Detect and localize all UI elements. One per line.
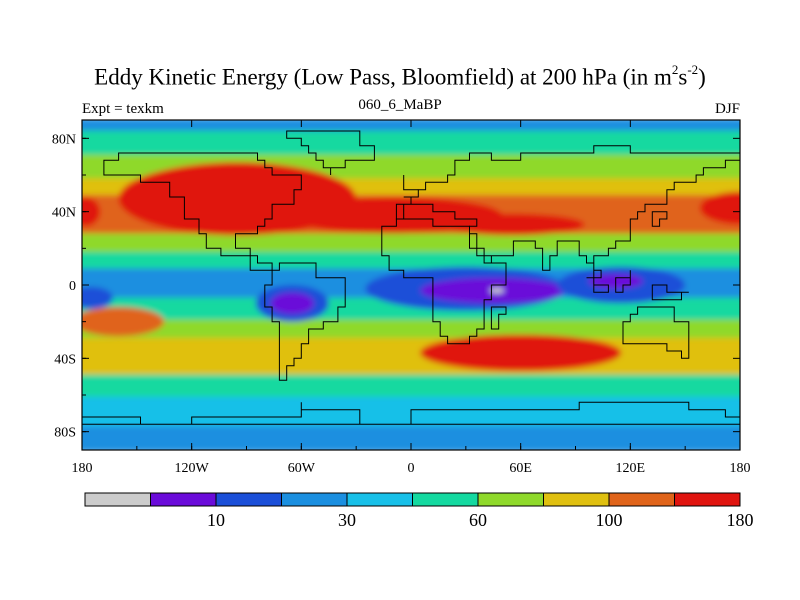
coastline bbox=[395, 145, 740, 279]
chart-title-mid: s bbox=[678, 64, 688, 90]
coastline bbox=[82, 401, 740, 425]
colorbar-swatch bbox=[543, 492, 610, 507]
coastline bbox=[651, 211, 668, 227]
coastline bbox=[615, 270, 631, 293]
field-band bbox=[82, 319, 740, 342]
field-band bbox=[82, 374, 740, 401]
field-layer bbox=[82, 120, 740, 450]
colorbar-label: 10 bbox=[207, 510, 225, 530]
field-patch bbox=[270, 292, 315, 315]
colorbar-label: 180 bbox=[727, 510, 754, 530]
contour-field bbox=[82, 120, 740, 450]
colorbar-label: 30 bbox=[338, 510, 356, 530]
field-band bbox=[82, 233, 740, 256]
field-band bbox=[82, 251, 740, 273]
coastline bbox=[651, 284, 689, 301]
chart-title-main: Eddy Kinetic Energy (Low Pass, Bloomfiel… bbox=[94, 64, 672, 90]
colorbar-swatch bbox=[215, 492, 282, 507]
coastline bbox=[622, 306, 690, 359]
chart-title: Eddy Kinetic Energy (Low Pass, Bloomfiel… bbox=[0, 62, 800, 91]
field-band bbox=[82, 130, 740, 159]
y-tick-label: 40N bbox=[52, 206, 76, 221]
coastline bbox=[103, 152, 302, 271]
chart-title-end: ) bbox=[698, 64, 706, 90]
subtitle-center: 060_6_MaBP bbox=[358, 97, 442, 113]
coastline bbox=[286, 130, 375, 175]
colorbar: 10 30 60 100 180 bbox=[84, 492, 754, 530]
x-tick-label: 120W bbox=[175, 461, 210, 476]
coastline bbox=[586, 277, 609, 293]
coastline bbox=[490, 306, 507, 330]
colorbar-swatch bbox=[150, 492, 217, 507]
axis-ticks: 180 120W 60W 0 60E 120E 180 80N 40N 0 40S 80S bbox=[52, 120, 751, 476]
colorbar-label: 60 bbox=[469, 510, 487, 530]
colorbar-swatch bbox=[281, 492, 348, 507]
field-patch bbox=[438, 213, 585, 236]
colorbar-swatch bbox=[674, 492, 741, 507]
subtitle-right: DJF bbox=[714, 101, 740, 117]
field-patch bbox=[82, 286, 114, 309]
coastline bbox=[403, 175, 419, 191]
colorbar-swatch bbox=[346, 492, 413, 507]
x-tick-label: 180 bbox=[72, 461, 93, 476]
coastline bbox=[381, 218, 507, 345]
x-tick-label: 60W bbox=[288, 461, 316, 476]
chart-title-sup-2: -2 bbox=[687, 62, 699, 77]
field-patch bbox=[82, 197, 101, 227]
y-tick-label: 80S bbox=[54, 426, 76, 441]
colorbar-swatch bbox=[608, 492, 675, 507]
colorbar-label: 100 bbox=[596, 510, 623, 530]
coastline bbox=[264, 262, 346, 381]
colorbar-swatch bbox=[84, 492, 151, 507]
colorbar-swatch bbox=[412, 492, 479, 507]
chart-title-sup-1: 2 bbox=[671, 62, 679, 77]
y-tick-label: 80N bbox=[52, 132, 76, 147]
field-patch bbox=[489, 287, 505, 294]
y-tick-label: 0 bbox=[69, 279, 76, 294]
coastlines bbox=[82, 130, 740, 425]
x-tick-label: 120E bbox=[616, 461, 646, 476]
x-tick-label: 180 bbox=[730, 461, 751, 476]
x-tick-label: 0 bbox=[408, 461, 415, 476]
field-patch bbox=[82, 307, 165, 337]
x-tick-label: 60E bbox=[509, 461, 532, 476]
field-band bbox=[82, 338, 740, 379]
field-patch bbox=[699, 191, 740, 225]
subtitle-left: Expt = texkm bbox=[82, 101, 164, 117]
y-tick-label: 40S bbox=[54, 352, 76, 367]
colorbar-swatch bbox=[477, 492, 544, 507]
field-patch bbox=[420, 334, 622, 372]
